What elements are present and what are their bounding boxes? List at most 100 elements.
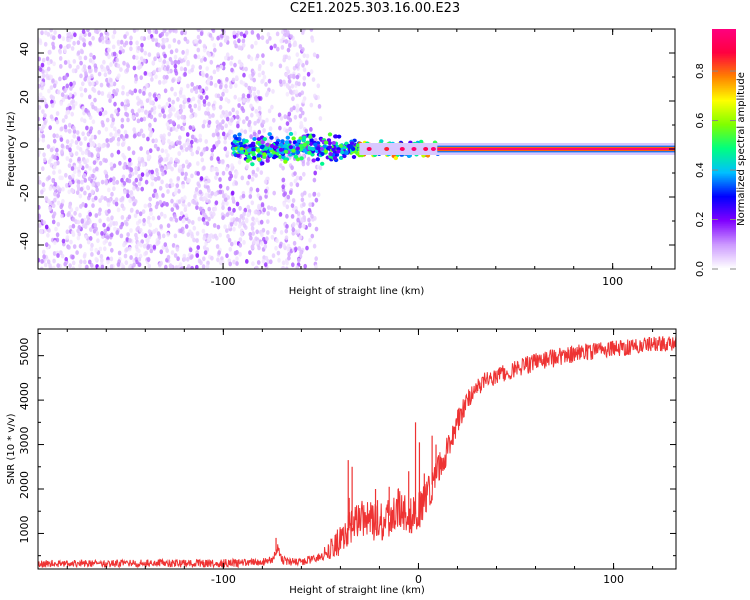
colorbar-segment	[712, 45, 736, 48]
heatmap-cell	[99, 82, 104, 88]
heatmap-cell	[131, 114, 136, 120]
heatmap-cell	[170, 60, 175, 66]
heatmap-cell	[220, 125, 225, 131]
colorbar-segment	[712, 57, 736, 60]
heatmap-cell	[82, 173, 87, 178]
heatmap-cell	[207, 216, 211, 222]
colorbar-segment	[712, 93, 736, 96]
heatmap-cell	[262, 137, 267, 142]
heatmap-cell	[206, 106, 210, 112]
colorbar-segment	[712, 33, 736, 36]
heatmap-cell	[128, 246, 132, 252]
heatmap-cell	[295, 103, 300, 109]
heatmap-cell	[272, 190, 277, 196]
heatmap-cell	[333, 134, 338, 139]
colorbar-segment	[712, 43, 736, 46]
colorbar-segment	[712, 121, 736, 124]
heatmap-cell	[250, 244, 255, 250]
heatmap-cell	[312, 52, 317, 58]
heatmap-cell	[158, 185, 163, 191]
heatmap-cell	[228, 111, 232, 116]
heatmap-cell	[196, 161, 200, 166]
heatmap-cell	[164, 149, 168, 154]
heatmap-cell	[159, 249, 164, 255]
heatmap-cell	[237, 159, 242, 165]
heatmap-cell	[290, 83, 295, 89]
heatmap-cell	[267, 205, 271, 211]
colorbar-segment	[712, 83, 736, 86]
heatmap-cell	[255, 53, 260, 59]
heatmap-cell	[71, 266, 76, 269]
y-tick-label: 1000	[18, 515, 31, 543]
heatmap-cell	[65, 110, 69, 116]
y-tick-label: 4000	[18, 382, 31, 410]
colorbar-tick-label: 0.0	[695, 261, 706, 277]
heatmap-cell	[42, 254, 46, 260]
heatmap-cell	[179, 66, 184, 72]
heatmap-cell	[67, 245, 71, 250]
y-tick-label: 3000	[18, 427, 31, 455]
heatmap-cell	[291, 96, 295, 102]
heatmap-cell	[97, 211, 102, 217]
heatmap-cell	[237, 103, 241, 108]
heatmap-cell	[256, 118, 261, 124]
heatmap-cell	[107, 208, 111, 214]
heatmap-cell	[222, 29, 226, 35]
heatmap-cell	[160, 31, 164, 37]
heatmap-cell	[165, 202, 169, 207]
heatmap-cell	[129, 228, 133, 233]
heatmap-cell	[299, 250, 303, 255]
heatmap-cell	[239, 147, 244, 151]
heatmap-cell	[148, 222, 152, 228]
heatmap-cell	[199, 176, 204, 181]
heatmap-cell	[68, 204, 72, 210]
colorbar-segment	[712, 213, 736, 216]
heatmap-cell	[139, 242, 143, 248]
heatmap-cell	[135, 112, 139, 118]
heatmap-cell	[154, 38, 159, 43]
heatmap-cell	[197, 99, 201, 104]
heatmap-cell	[43, 157, 47, 163]
heatmap-cell	[293, 130, 298, 136]
heatmap-cell	[303, 190, 307, 196]
heatmap-cell	[53, 155, 57, 160]
heatmap-cell	[41, 166, 45, 172]
y-tick-label: 5000	[18, 338, 31, 366]
heatmap-cell	[60, 92, 65, 98]
heatmap-cell	[312, 192, 316, 197]
heatmap-cell	[173, 162, 178, 168]
heatmap-cell	[245, 158, 250, 163]
heatmap-cell	[217, 250, 221, 256]
heatmap-cell	[118, 49, 123, 55]
heatmap-cell	[162, 74, 167, 80]
heatmap-cell	[237, 223, 242, 229]
colorbar-segment	[712, 255, 736, 258]
heatmap-cell	[174, 157, 179, 163]
heatmap-cell	[107, 47, 111, 53]
heatmap-cell	[94, 29, 98, 34]
heatmap-cell	[71, 230, 75, 235]
heatmap-cell	[109, 132, 113, 138]
heatmap-cell	[230, 67, 234, 73]
heatmap-cell	[198, 189, 203, 195]
heatmap-cell	[152, 109, 157, 115]
heatmap-cell	[38, 175, 41, 181]
heatmap-cell	[245, 259, 249, 264]
heatmap-cell	[221, 201, 225, 207]
heatmap-cell	[275, 31, 280, 37]
heatmap-cell	[256, 35, 261, 40]
heatmap-cell	[209, 156, 214, 161]
heatmap-cell	[240, 106, 244, 111]
heatmap-cell	[97, 147, 102, 152]
heatmap-cell	[82, 42, 87, 48]
heatmap-cell	[234, 75, 239, 80]
heatmap-cell	[229, 117, 234, 123]
heatmap-cell	[260, 161, 265, 166]
heatmap-cell	[74, 140, 79, 145]
heatmap-cell	[71, 98, 75, 104]
heatmap-cell	[137, 257, 142, 262]
heatmap-cell	[278, 147, 284, 152]
heatmap-cell	[287, 251, 291, 257]
heatmap-cell	[68, 175, 72, 180]
heatmap-cell	[46, 144, 51, 150]
